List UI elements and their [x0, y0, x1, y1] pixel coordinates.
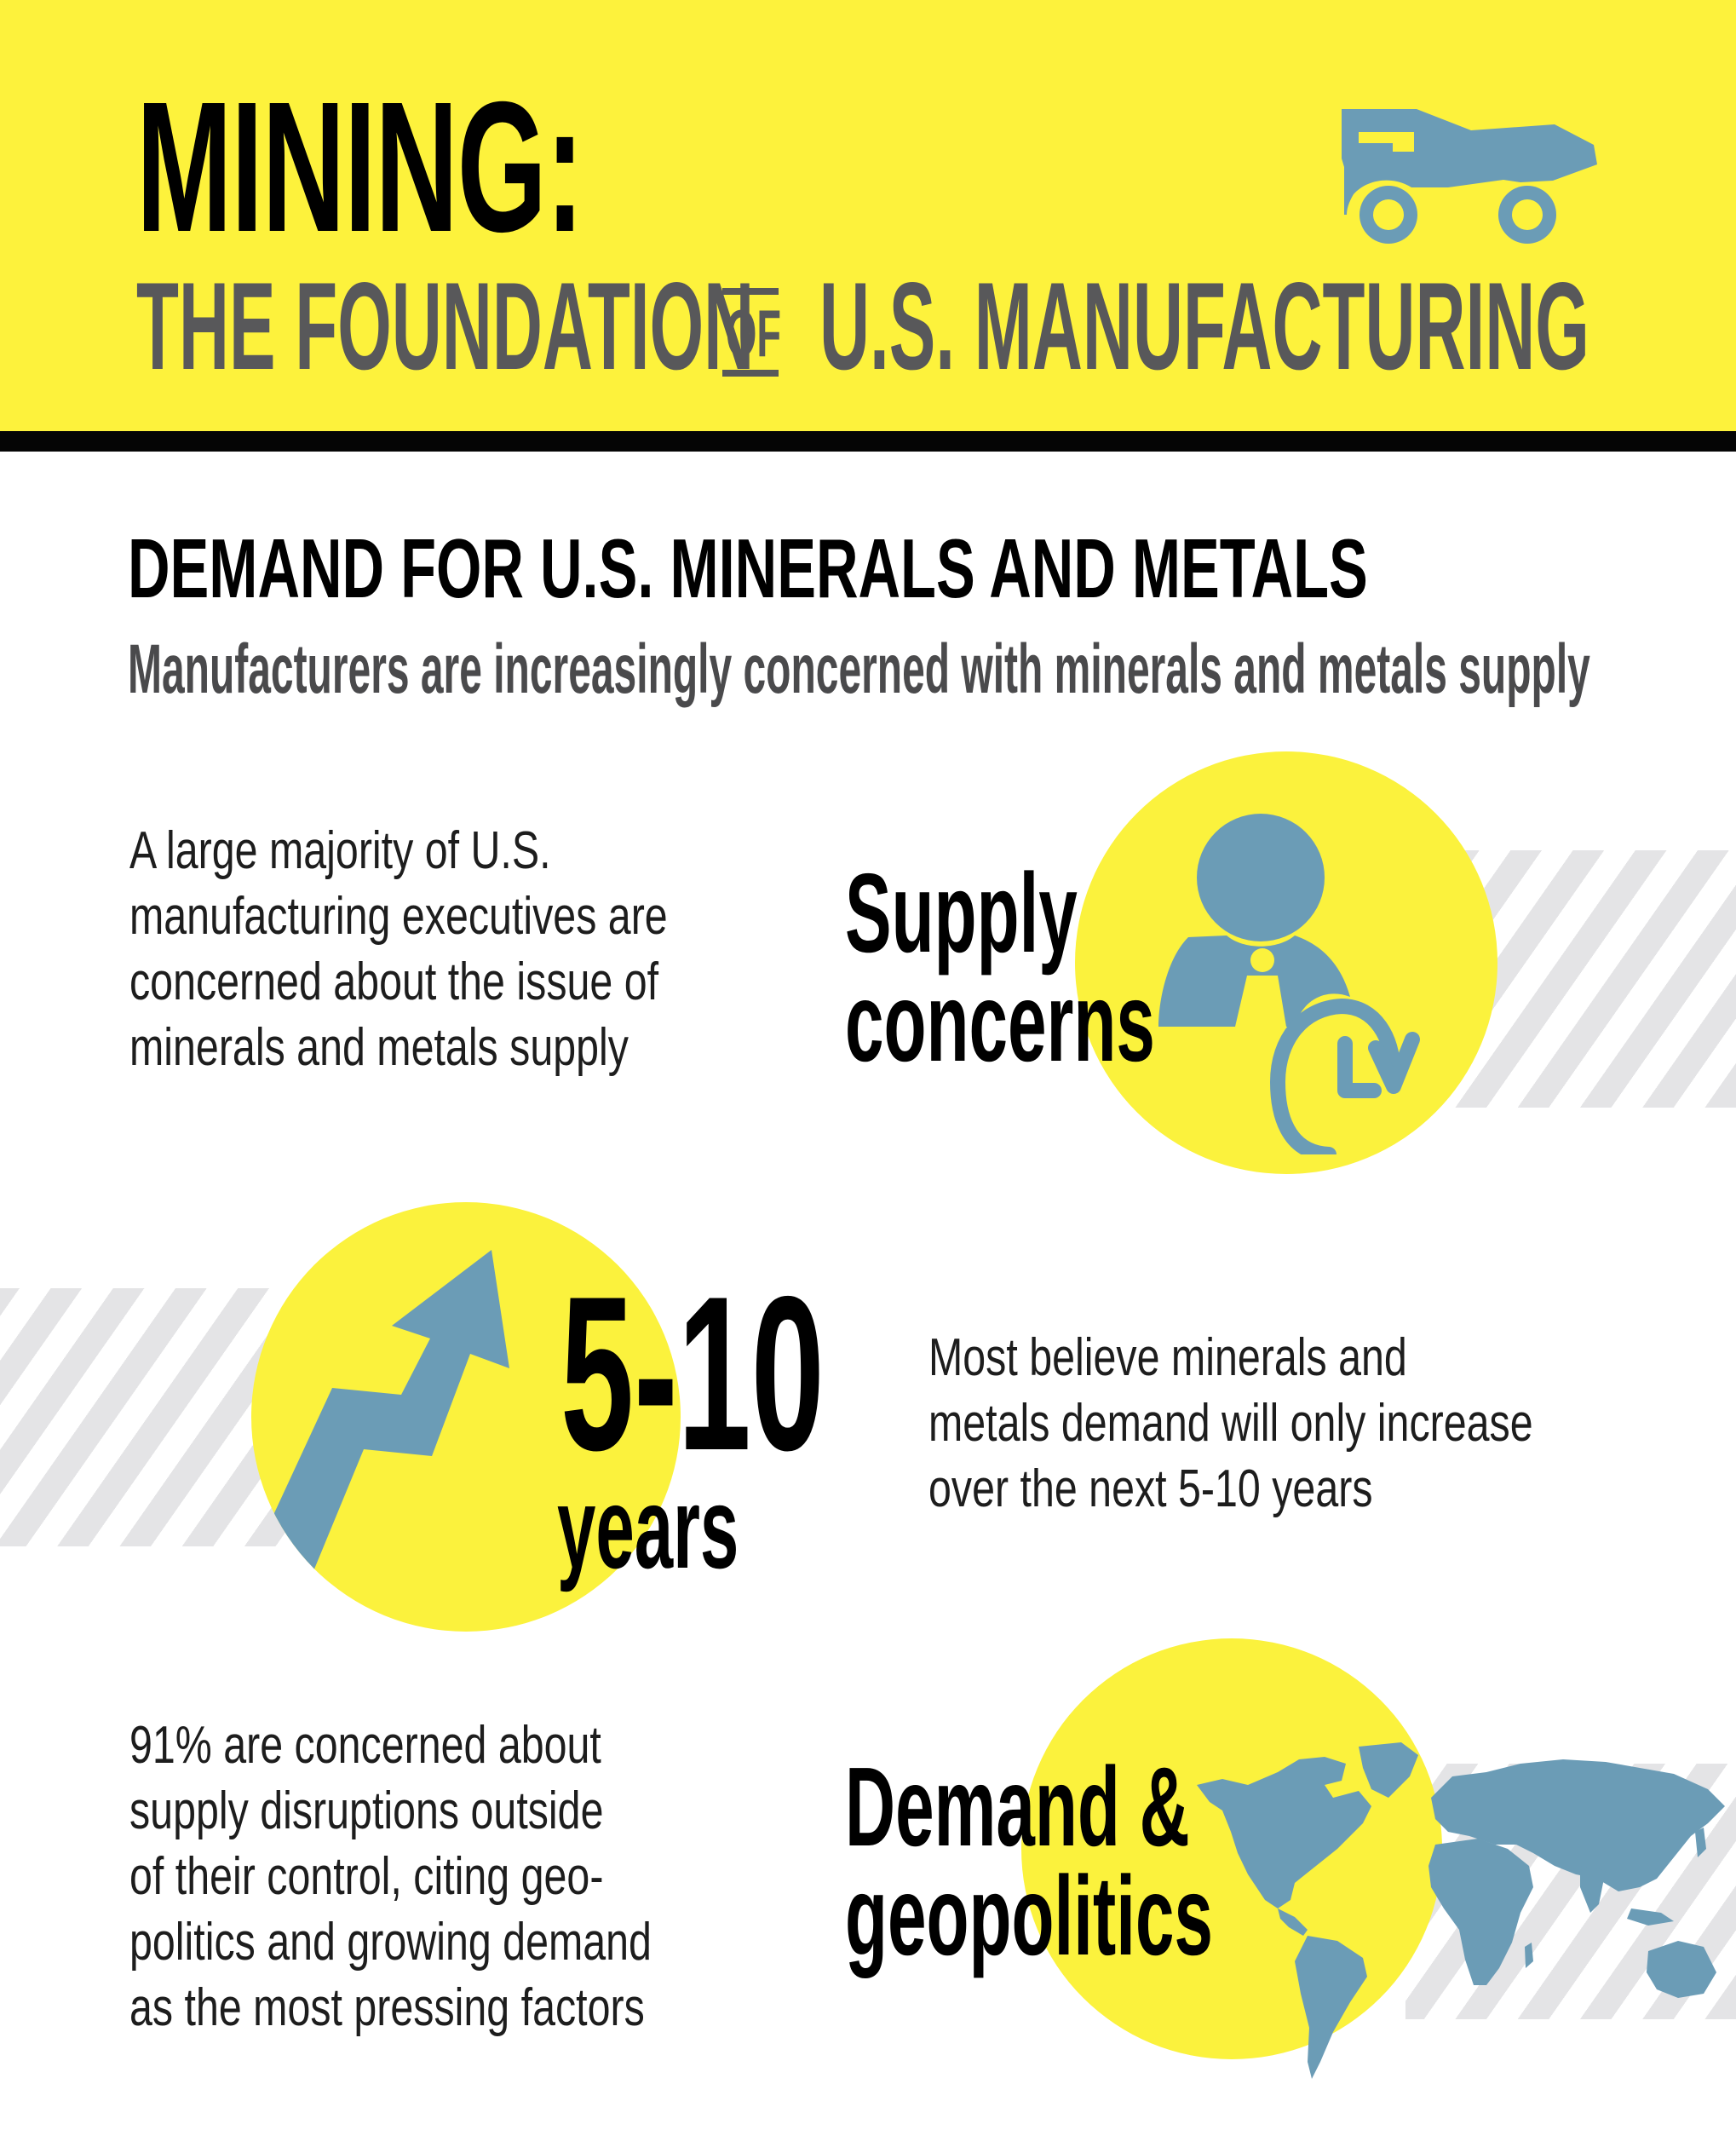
demand-geopolitics-label: Demand & geopolitics	[845, 1744, 1213, 1978]
section-title: DEMAND FOR U.S. MINERALS AND METALS	[128, 521, 1368, 615]
section-subtitle: Manufacturers are increasingly concerned…	[128, 630, 1590, 708]
supply-concerns-label: Supply concerns	[845, 850, 1155, 1085]
years-label: years	[557, 1463, 739, 1592]
page-subtitle: THE FOUNDATION	[136, 264, 1239, 389]
supply-concerns-text: A large majority of U.S. manufacturing e…	[129, 821, 668, 1077]
five-ten-label: 5-10	[560, 1250, 825, 1496]
dump-truck-icon	[1342, 109, 1597, 244]
rising-arrow-icon	[268, 1250, 509, 1586]
header-divider	[0, 431, 1736, 452]
demand-geopolitics-text: 91% are concerned about supply disruptio…	[129, 1716, 652, 2037]
header-banner	[0, 0, 1736, 431]
yellow-circle-3	[1021, 1638, 1442, 2059]
subtitle-part-2-wrap: U.S. MANUFACTURING	[819, 264, 1736, 389]
page-title: MINING:	[136, 64, 584, 271]
person-clock-icon	[1158, 814, 1420, 1154]
subtitle-part-1: THE FOUNDATION	[136, 256, 755, 395]
world-map-icon	[1197, 1742, 1725, 2079]
subtitle-part-2: U.S. MANUFACTURING	[819, 256, 1589, 395]
subtitle-of-mark: OF	[714, 273, 801, 377]
five-ten-text: Most believe minerals and metals demand …	[928, 1328, 1533, 1518]
